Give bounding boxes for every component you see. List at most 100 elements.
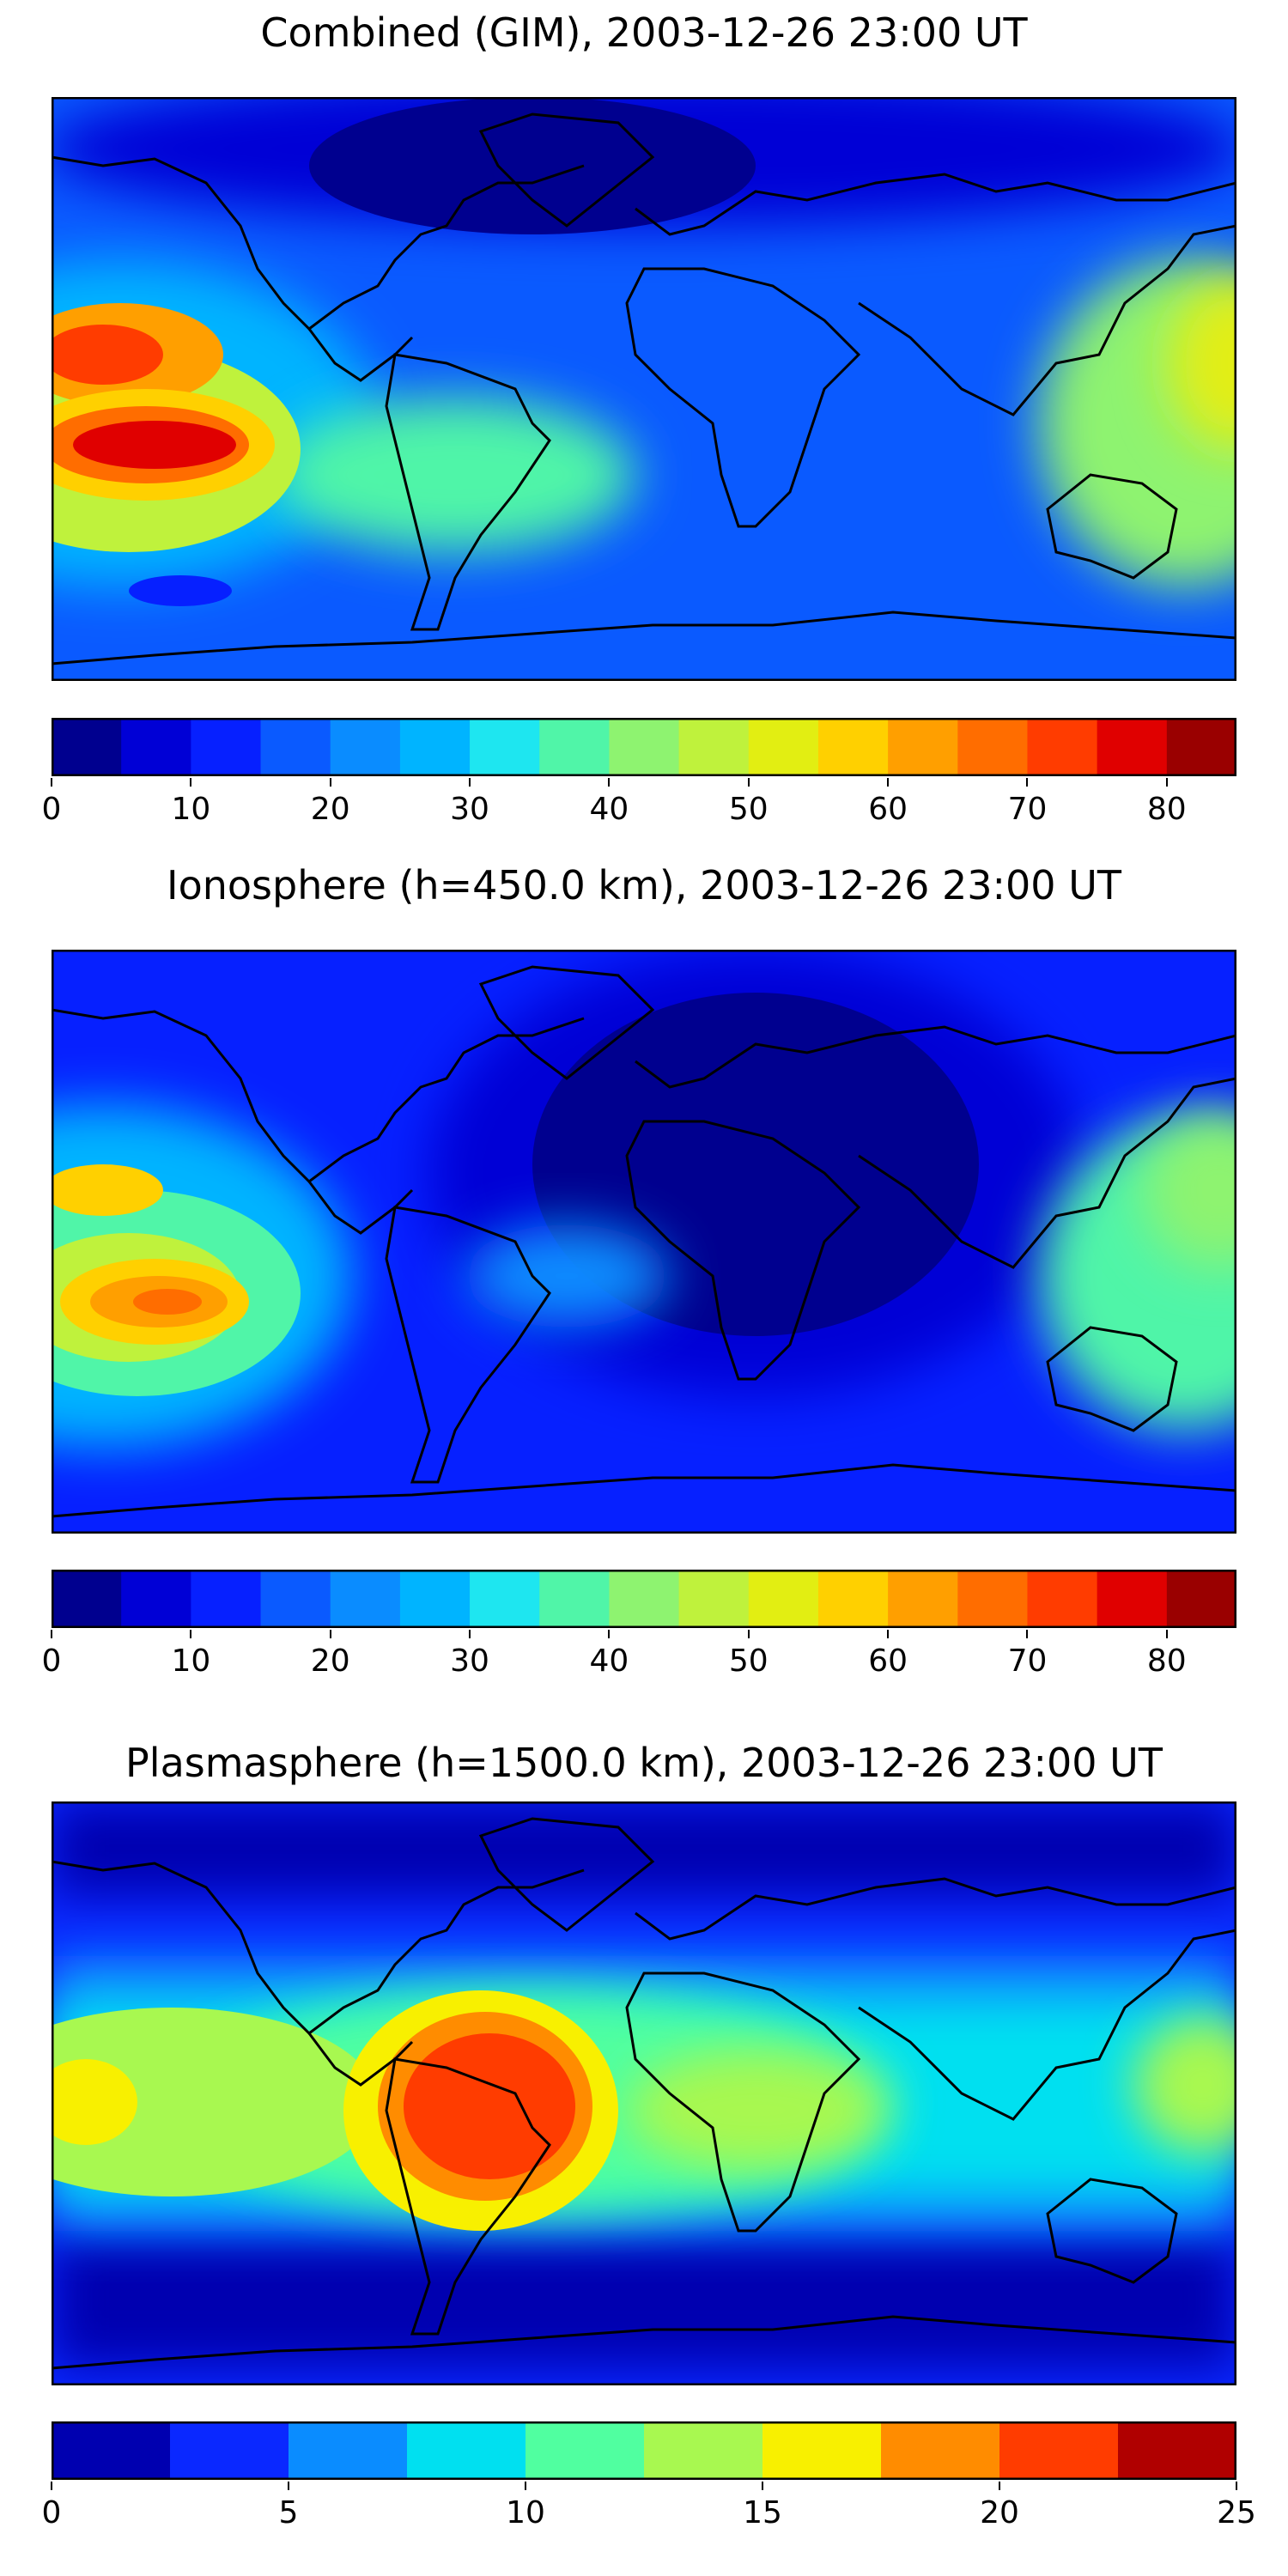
colorbar-tick-label: 40 <box>589 1643 629 1679</box>
colorbar-segment <box>609 1570 680 1628</box>
field-blob <box>627 2050 884 2171</box>
field-blob <box>404 2033 575 2179</box>
coast-asia <box>858 1929 1236 2121</box>
coast-greenland <box>478 1817 655 1932</box>
colorbar-tick-label: 0 <box>41 1643 62 1679</box>
colorbar-segment <box>1027 718 1098 776</box>
colorbar-tick-label: 80 <box>1146 792 1187 827</box>
colorbar-tick-mark <box>329 1630 331 1638</box>
colorbar-segment <box>1027 1570 1098 1628</box>
coast-australia <box>1046 2178 1178 2284</box>
coast-central-america <box>307 2032 414 2087</box>
colorbar-segment <box>678 1570 750 1628</box>
colorbar-tick-mark <box>1026 778 1029 787</box>
field-blob <box>52 1164 163 1216</box>
colorbar-segment <box>539 1570 610 1628</box>
field-blob <box>129 575 232 606</box>
coast-north-america <box>52 1860 585 2035</box>
coast-europe <box>635 173 1236 236</box>
coast-europe <box>635 1025 1236 1089</box>
coast-australia <box>1046 1326 1178 1432</box>
colorbar-tick-label: 20 <box>980 2495 1019 2530</box>
colorbar-tick-mark <box>1026 1630 1029 1638</box>
colorbar-segment <box>399 718 471 776</box>
colorbar-tick-label: 0 <box>41 2495 62 2530</box>
coast-north-america <box>52 1008 585 1183</box>
panel-1-map <box>52 97 1236 681</box>
field-blob <box>464 1224 670 1327</box>
colorbar-tick-mark <box>190 1630 192 1638</box>
colorbar-segment <box>191 718 262 776</box>
panel-3-colorbar <box>51 2421 1237 2481</box>
colorbar-segment <box>957 1570 1028 1628</box>
panel-3-colorbar-ticks: 0 5 10 15 20 25 <box>0 2482 1288 2542</box>
coast-central-america <box>307 328 414 382</box>
field-blob <box>1133 2016 1236 2154</box>
coast-central-america <box>307 1181 414 1235</box>
colorbar-segment <box>1097 1570 1168 1628</box>
colorbar-tick-mark <box>762 2482 763 2490</box>
colorbar-tick-mark <box>999 2482 1000 2490</box>
colorbar-segment <box>260 718 331 776</box>
colorbar-segment <box>260 1570 331 1628</box>
panel-2-colorbar-ticks: 0 10 20 30 40 50 60 70 80 <box>0 1630 1288 1690</box>
colorbar-segment <box>1166 1570 1237 1628</box>
colorbar-tick-label: 50 <box>728 1643 769 1679</box>
coast-africa <box>625 1120 861 1381</box>
colorbar-tick-label: 20 <box>310 1643 350 1679</box>
panel-2-colorbar <box>51 1569 1237 1629</box>
field-blobs <box>52 1801 1236 2368</box>
field-blobs <box>52 97 1236 606</box>
panel-1-title: Combined (GIM), 2003-12-26 23:00 UT <box>260 9 1028 56</box>
colorbar-border <box>51 2421 1237 2481</box>
coastlines <box>52 112 1236 665</box>
colorbar-tick-label: 70 <box>1007 1643 1048 1679</box>
colorbar-tick-mark <box>51 1630 52 1638</box>
panel-1-colorbar <box>51 717 1237 777</box>
colorbar-tick-label: 60 <box>868 792 908 827</box>
colorbar-tick-mark <box>288 2482 289 2490</box>
field-blob <box>275 398 635 552</box>
colorbar-segment <box>762 2421 882 2480</box>
field-blob <box>1168 277 1236 449</box>
field-blob <box>73 421 236 469</box>
colorbar-segment <box>1118 2421 1237 2480</box>
coast-australia <box>1046 473 1178 580</box>
panel-3-title: Plasmasphere (h=1500.0 km), 2003-12-26 2… <box>125 1740 1163 1786</box>
colorbar-segment <box>470 718 540 776</box>
coast-africa <box>625 1971 861 2233</box>
colorbar-tick-mark <box>469 778 471 787</box>
colorbar-tick-label: 0 <box>41 792 62 827</box>
colorbar-tick-mark <box>51 2482 52 2490</box>
colorbar-segment <box>817 1570 889 1628</box>
coast-greenland <box>478 112 655 228</box>
coast-greenland <box>478 965 655 1080</box>
colorbar-tick-label: 15 <box>743 2495 782 2530</box>
colorbar-segment <box>888 718 958 776</box>
colorbar-tick-label: 5 <box>278 2495 299 2530</box>
colorbar-segment <box>881 2421 1000 2480</box>
field-blob <box>52 2008 378 2196</box>
colorbar-segment <box>539 718 610 776</box>
colorbar-segment <box>748 718 819 776</box>
colorbar-tick-label: 70 <box>1007 792 1048 827</box>
colorbar-tick-label: 10 <box>171 792 211 827</box>
field-blob <box>1142 1113 1236 1267</box>
colorbar-segment <box>609 718 680 776</box>
colorbar-tick-mark <box>329 778 331 787</box>
colorbar-segment <box>330 718 401 776</box>
colorbar-tick-mark <box>887 778 890 787</box>
colorbar-segment <box>678 718 750 776</box>
coast-north-america <box>52 155 585 331</box>
colorbar-tick-mark <box>469 1630 471 1638</box>
colorbar-tick-label: 80 <box>1146 1643 1187 1679</box>
colorbar-tick-label: 50 <box>728 792 769 827</box>
colorbar-segment <box>1097 718 1168 776</box>
colorbar-border <box>51 717 1237 777</box>
colorbar-segment <box>121 718 191 776</box>
colorbar-border <box>51 1569 1237 1629</box>
colorbar-segment <box>526 2421 645 2480</box>
colorbar-tick-mark <box>51 778 52 787</box>
colorbar-segment <box>1166 718 1237 776</box>
colorbar-segment <box>52 1570 122 1628</box>
